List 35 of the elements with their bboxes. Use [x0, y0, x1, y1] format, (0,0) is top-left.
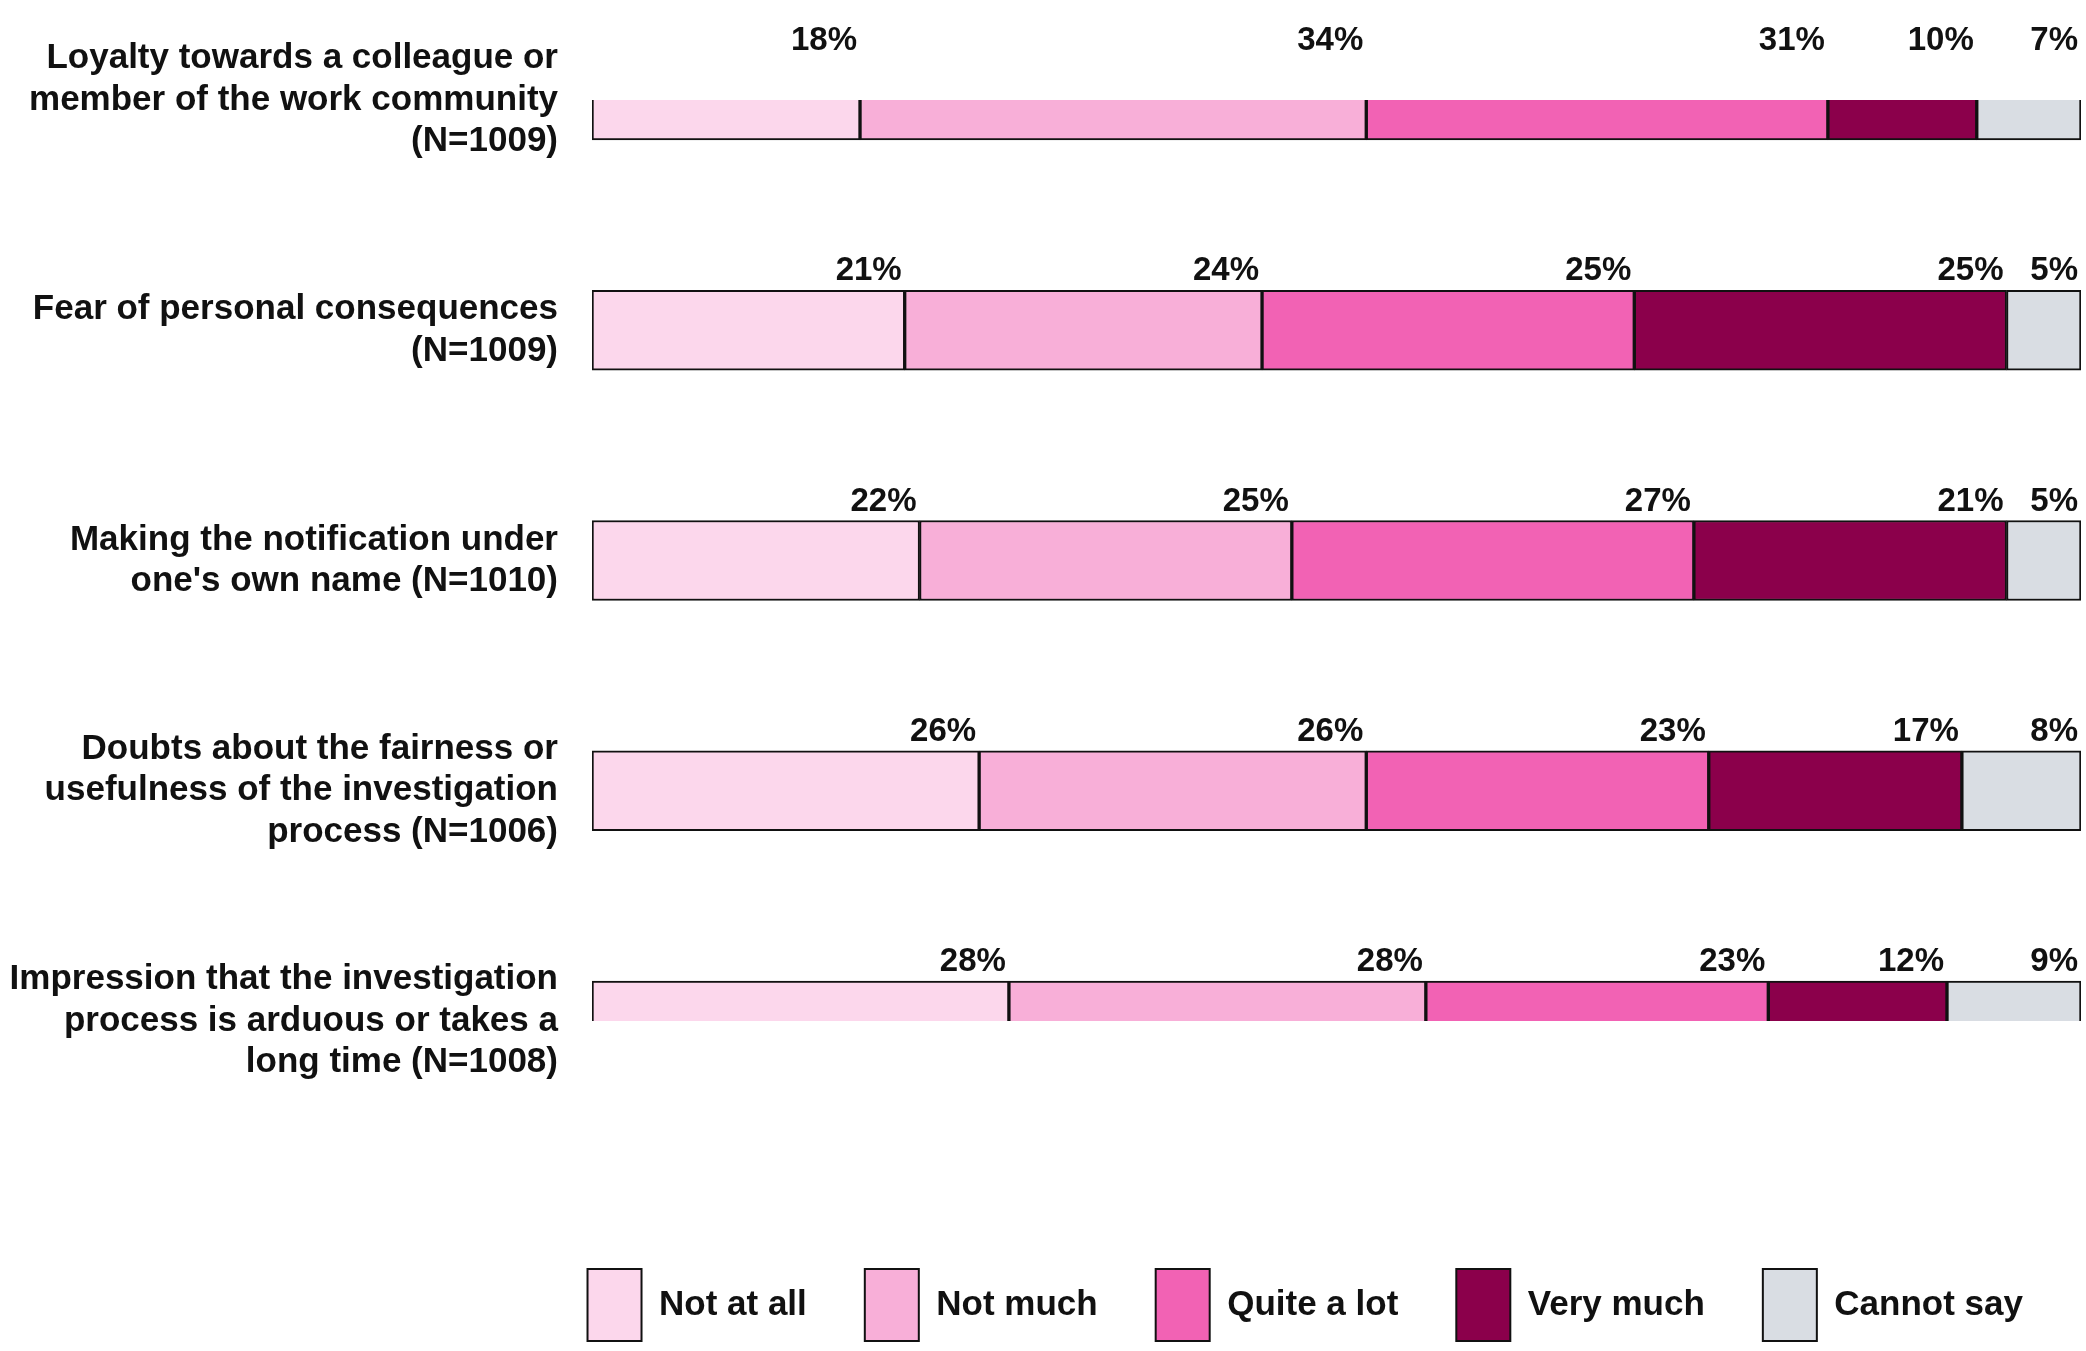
data-label: 5% [2030, 250, 2078, 288]
data-label: 21% [1937, 480, 2004, 518]
data-label: 28% [1356, 941, 1423, 978]
data-label: 27% [1624, 480, 1691, 518]
data-label: 12% [1877, 941, 1944, 978]
data-label: 28% [939, 941, 1006, 978]
data-label: 17% [1892, 710, 1959, 748]
data-label: 26% [1297, 710, 1364, 748]
data-label: 25% [1565, 250, 1632, 288]
data-label: 26% [910, 710, 977, 748]
data-label: 25% [1222, 480, 1289, 518]
data-label: 23% [1639, 710, 1706, 748]
data-label: 25% [1937, 250, 2004, 288]
data-label: 31% [1758, 20, 1825, 57]
legend-label: Not at all [659, 1282, 807, 1322]
y-tick-label: Loyalty towards a colleague or member of the work community (N=1009) [29, 36, 559, 158]
data-label: 34% [1297, 20, 1364, 57]
legend-label: Cannot say [1834, 1282, 2024, 1322]
legend-label: Not much [936, 1282, 1098, 1322]
y-tick-label: Making the notification under one's own name (N=1010) [69, 517, 559, 598]
y-tick-label: Fear of personal consequences (N=1009) [32, 287, 558, 368]
data-label: 10% [1907, 20, 1974, 57]
y-tick-label: Impression that the investigation process is arduous or takes a long time (N=1008) [9, 957, 559, 1079]
data-label: 22% [850, 480, 917, 518]
legend-label: Very much [1527, 1282, 1705, 1322]
data-label: 7% [2030, 20, 2078, 57]
data-label: 5% [2030, 480, 2078, 518]
y-tick-label: Doubts about the fairness or usefulness of the investigation process (N=1006) [44, 727, 559, 849]
legend-label: Quite a lot [1227, 1282, 1399, 1322]
data-label: 18% [790, 20, 858, 57]
data-label: 21% [835, 250, 902, 288]
data-label: 9% [2030, 941, 2078, 978]
data-label: 8% [2030, 710, 2078, 748]
data-label: 23% [1699, 941, 1766, 978]
data-label: 24% [1192, 250, 1260, 288]
